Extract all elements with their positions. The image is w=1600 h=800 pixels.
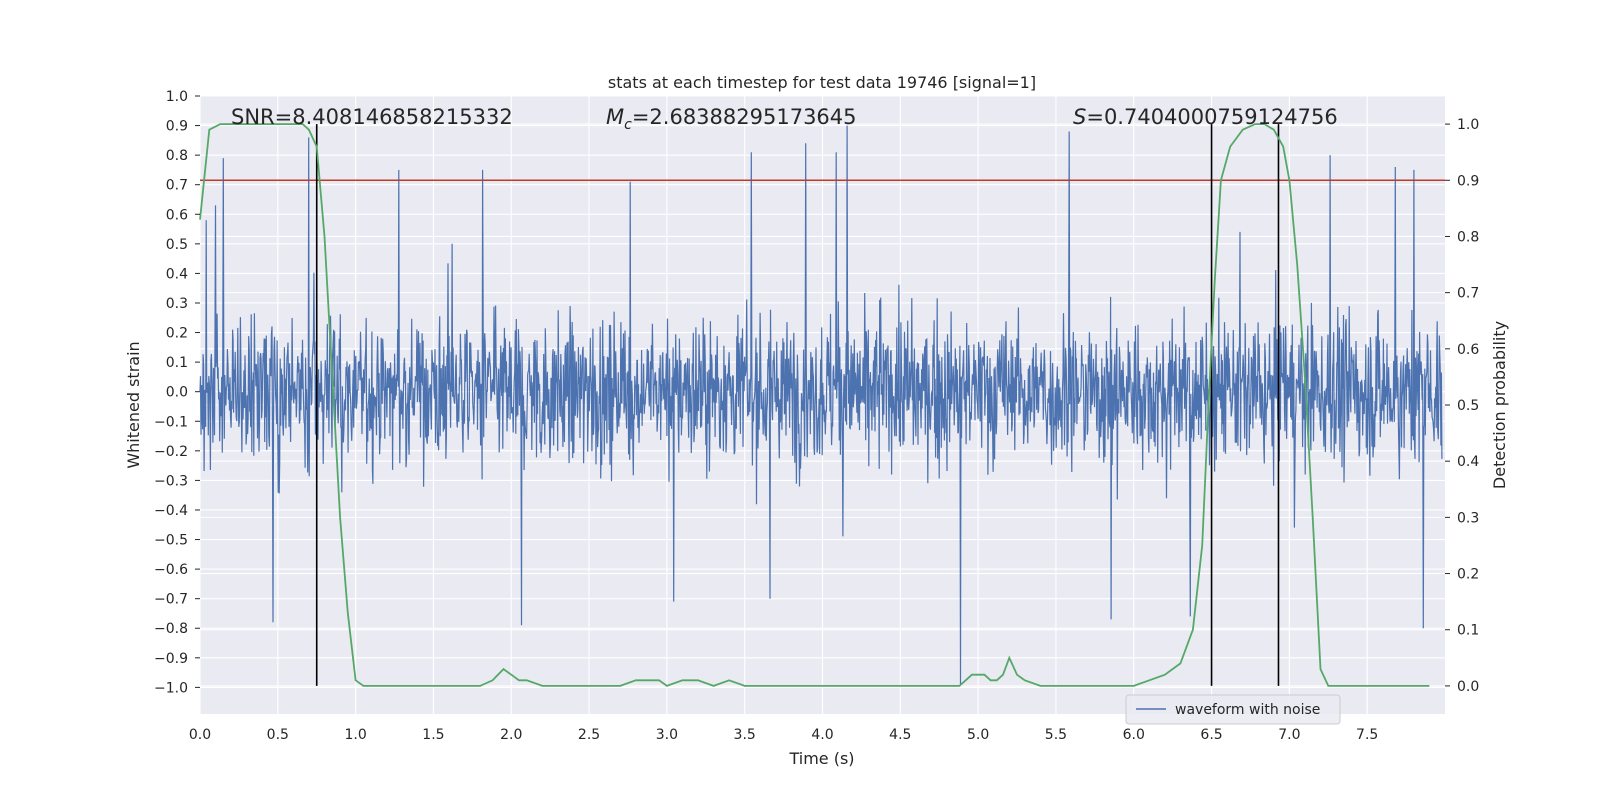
y-tick-label: −0.6 bbox=[154, 562, 188, 578]
x-tick-label: 0.5 bbox=[267, 727, 289, 743]
y-tick-label: 1.0 bbox=[166, 89, 188, 105]
x-tick-label: 7.5 bbox=[1356, 727, 1378, 743]
y-tick-label: 0.4 bbox=[166, 266, 188, 282]
snr-annotation: SNR=8.408146858215332 bbox=[231, 105, 513, 129]
y2-tick-label: 0.3 bbox=[1457, 510, 1479, 526]
y-axis-title: Whitened strain bbox=[124, 341, 143, 468]
chirp-mass-value: =2.68388295173645 bbox=[632, 105, 857, 129]
x-tick-label: 7.0 bbox=[1278, 727, 1300, 743]
y-tick-label: −1.0 bbox=[154, 680, 188, 696]
x-tick-label: 4.0 bbox=[811, 727, 833, 743]
legend: waveform with noise bbox=[1125, 694, 1341, 725]
y2-axis-title: Detection probability bbox=[1490, 321, 1509, 489]
x-tick-label: 1.5 bbox=[422, 727, 444, 743]
y-tick-label: −0.4 bbox=[154, 503, 188, 519]
y2-tick-label: 0.0 bbox=[1457, 679, 1479, 695]
y2-axis-ticks: 1.0 0.9 0.8 0.7 0.6 0.5 0.4 0.3 0.2 0.1 0.0 bbox=[1445, 117, 1479, 695]
x-tick-label: 3.5 bbox=[734, 727, 756, 743]
y-tick-label: −0.9 bbox=[154, 651, 188, 667]
legend-box bbox=[1125, 694, 1341, 725]
chirp-mass-annotation: Mc=2.68388295173645 bbox=[606, 105, 857, 133]
y-tick-label: −0.8 bbox=[154, 621, 188, 637]
y2-tick-label: 0.4 bbox=[1457, 454, 1479, 470]
chart-title: stats at each timestep for test data 197… bbox=[608, 73, 1036, 92]
x-tick-label: 3.0 bbox=[656, 727, 678, 743]
y2-tick-label: 0.5 bbox=[1457, 398, 1479, 414]
y-tick-label: −0.1 bbox=[154, 414, 188, 430]
s-value: =0.7404000759124756 bbox=[1086, 105, 1337, 129]
x-axis-ticks: 0.0 0.5 1.0 1.5 2.0 2.5 3.0 3.5 4.0 4.5 5.0 5.5 6.0 6… bbox=[189, 727, 1378, 743]
y-tick-label: 0.9 bbox=[166, 119, 188, 135]
waveform-series bbox=[199, 125, 1443, 685]
x-tick-label: 5.0 bbox=[967, 727, 989, 743]
x-tick-label: 4.5 bbox=[889, 727, 911, 743]
chirp-mass-subscript: c bbox=[624, 117, 632, 133]
y2-tick-label: 0.8 bbox=[1457, 229, 1479, 245]
x-tick-label: 5.5 bbox=[1045, 727, 1067, 743]
y-tick-label: 0.7 bbox=[166, 178, 188, 194]
y2-tick-label: 0.6 bbox=[1457, 342, 1479, 358]
x-tick-label: 2.0 bbox=[500, 727, 522, 743]
x-tick-label: 2.5 bbox=[578, 727, 600, 743]
x-tick-label: 0.0 bbox=[189, 727, 211, 743]
y-tick-label: −0.7 bbox=[154, 592, 188, 608]
y2-tick-label: 1.0 bbox=[1457, 117, 1479, 133]
s-annotation: S=0.7404000759124756 bbox=[1073, 105, 1338, 129]
overlay-lines bbox=[200, 124, 1445, 686]
y-tick-label: 0.3 bbox=[166, 296, 188, 312]
waveform-line bbox=[199, 125, 1443, 685]
chirp-mass-symbol: M bbox=[606, 105, 624, 129]
y-tick-label: −0.2 bbox=[154, 444, 188, 460]
probability-series bbox=[199, 123, 1430, 687]
y-axis-ticks: 1.0 0.9 0.8 0.7 0.6 0.5 0.4 0.3 0.2 0.1 0.0 −0.1 −0.… bbox=[154, 89, 200, 696]
y-tick-label: 0.2 bbox=[166, 326, 188, 342]
y-tick-label: 0.6 bbox=[166, 207, 188, 223]
y2-tick-label: 0.2 bbox=[1457, 567, 1479, 583]
y-tick-label: −0.5 bbox=[154, 533, 188, 549]
y2-tick-label: 0.7 bbox=[1457, 286, 1479, 302]
x-axis-title: Time (s) bbox=[788, 749, 854, 768]
y2-tick-label: 0.9 bbox=[1457, 173, 1479, 189]
y2-tick-label: 0.1 bbox=[1457, 623, 1479, 639]
legend-label-waveform: waveform with noise bbox=[1175, 702, 1320, 718]
s-symbol: S bbox=[1073, 105, 1086, 129]
y-tick-label: 0.8 bbox=[166, 148, 188, 164]
y-tick-label: 0.1 bbox=[166, 355, 188, 371]
y-tick-label: 0.5 bbox=[166, 237, 188, 253]
y-tick-label: 0.0 bbox=[166, 385, 188, 401]
probability-line bbox=[199, 123, 1430, 687]
x-tick-label: 1.0 bbox=[344, 727, 366, 743]
x-tick-label: 6.5 bbox=[1200, 727, 1222, 743]
x-tick-label: 6.0 bbox=[1123, 727, 1145, 743]
y-tick-label: −0.3 bbox=[154, 473, 188, 489]
